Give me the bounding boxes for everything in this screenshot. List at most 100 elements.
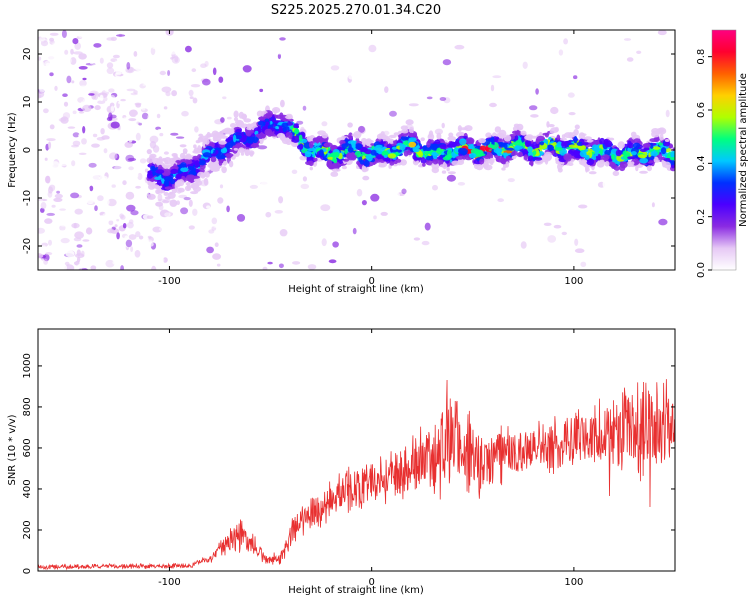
spectrogram-cell bbox=[192, 150, 202, 154]
spectrogram-cell bbox=[658, 218, 668, 226]
spectrogram-cell bbox=[363, 159, 370, 167]
spectrogram-cell bbox=[331, 168, 341, 172]
spectrogram-cell bbox=[648, 65, 653, 73]
spectrogram-cell bbox=[623, 38, 632, 41]
spectrogram-cell bbox=[529, 127, 533, 135]
spectrogram-cell bbox=[66, 37, 73, 43]
spectrogram-cell bbox=[242, 65, 252, 73]
spectrogram-cell bbox=[194, 161, 200, 168]
spectrogram-cell bbox=[282, 205, 291, 212]
spectrogram-cell bbox=[262, 266, 268, 270]
spectrogram-cell bbox=[321, 238, 327, 247]
spectrogram-cell bbox=[640, 148, 647, 152]
spectrogram-cell bbox=[557, 167, 563, 173]
spectrogram-cell bbox=[330, 65, 340, 71]
colorbar-ticks: 0.0 0.2 0.4 0.6 0.8 bbox=[696, 49, 712, 278]
snr-ytick-label: 0 bbox=[22, 568, 33, 574]
spectrogram-cell bbox=[38, 198, 48, 202]
spectrogram-cell bbox=[222, 160, 227, 166]
spectrogram-cell bbox=[183, 197, 191, 201]
spectrogram-cell bbox=[630, 161, 635, 165]
spectrogram-cell bbox=[489, 102, 497, 108]
spectrogram-cell bbox=[158, 226, 169, 232]
spectrogram-cell bbox=[43, 108, 49, 114]
spectrogram-cell bbox=[48, 90, 54, 99]
spectrogram-cell bbox=[672, 181, 675, 188]
spectrogram-cell bbox=[568, 144, 578, 148]
spectrogram-cell bbox=[323, 253, 331, 257]
spectrogram-cell bbox=[554, 147, 563, 151]
spectrogram-cell bbox=[636, 164, 643, 168]
spectrogram-cell bbox=[135, 231, 141, 238]
spectrogram-cell bbox=[432, 184, 438, 191]
spectrogram-cell bbox=[142, 77, 152, 86]
spectrogram-cell bbox=[627, 156, 636, 160]
spectrogram-cell bbox=[171, 56, 180, 64]
spectrogram-cell bbox=[309, 166, 313, 171]
spectrogram-cell bbox=[139, 126, 150, 133]
spectrogram-cell bbox=[72, 110, 77, 115]
spectrogram-cell bbox=[60, 129, 70, 133]
spectrogram-cell bbox=[490, 84, 495, 92]
spectrogram-cell bbox=[195, 140, 201, 144]
spectrogram-cell bbox=[485, 146, 490, 150]
spectrogram-cell bbox=[245, 143, 251, 148]
spectrogram-cell bbox=[245, 123, 253, 128]
spectrogram-cell bbox=[560, 137, 567, 141]
spectrogram-cell bbox=[608, 137, 615, 141]
spectrogram-cell bbox=[70, 192, 80, 199]
spectrogram-cell bbox=[558, 49, 564, 56]
spectrogram-cell bbox=[279, 37, 286, 41]
spectrogram-cell bbox=[274, 210, 283, 214]
spectrogram-cell bbox=[110, 58, 118, 62]
spectrogram-cell bbox=[54, 85, 58, 91]
spectrogram-cell bbox=[41, 246, 47, 251]
spectrogram-cell bbox=[539, 116, 546, 121]
spectrogram-cell bbox=[186, 174, 196, 181]
spectrogram-cell bbox=[169, 191, 173, 195]
spectrogram-cell bbox=[131, 171, 139, 179]
spectrogram-cell bbox=[72, 132, 80, 138]
spectrogram-cell bbox=[44, 157, 48, 161]
spectrogram-cell bbox=[507, 95, 513, 102]
spectrogram-cell bbox=[48, 186, 53, 194]
spectrogram-cell bbox=[107, 228, 115, 234]
spectrogram-cell bbox=[171, 165, 179, 170]
spectrogram-cell bbox=[132, 263, 140, 266]
spectrogram-cell bbox=[151, 265, 157, 270]
spectrogram-cell bbox=[264, 128, 273, 136]
spectrogram-cell bbox=[599, 137, 605, 145]
spectrogram-cell bbox=[103, 177, 111, 182]
spectrogram-cell bbox=[546, 121, 550, 128]
spectrogram-cell bbox=[449, 214, 459, 222]
spectrogram-cell bbox=[122, 223, 127, 229]
spectrogram-cell bbox=[135, 264, 144, 270]
spectrogram-cell bbox=[70, 48, 74, 55]
spectrogram-cell bbox=[539, 141, 545, 146]
spectrogram-cell bbox=[503, 134, 512, 142]
spectrogram-cell bbox=[485, 159, 495, 164]
spectrogram-cell bbox=[216, 88, 221, 95]
spectrogram-cell bbox=[265, 112, 272, 118]
spectrogram-cell bbox=[164, 186, 174, 190]
colorbar: 0.0 0.2 0.4 0.6 0.8 Normalized spectral ampl… bbox=[696, 29, 749, 278]
spectrogram-cell bbox=[442, 59, 452, 66]
spectrogram-cell bbox=[581, 142, 589, 146]
spectrogram-cell bbox=[532, 150, 537, 156]
spectrogram-cell bbox=[109, 102, 115, 108]
spectrogram-cell bbox=[586, 139, 594, 143]
spectrogram-cell bbox=[602, 180, 607, 188]
spectrogram-cell bbox=[481, 187, 491, 193]
spectrogram-cell bbox=[95, 119, 103, 128]
spectrogram-cell bbox=[312, 249, 321, 257]
spectrogram-cell bbox=[578, 132, 586, 140]
spectrogram-cell bbox=[664, 139, 670, 142]
spectrogram-ylabel: Frequency (Hz) bbox=[7, 112, 18, 188]
spectrogram-cell bbox=[240, 152, 245, 156]
spectrogram-cell bbox=[154, 81, 161, 87]
spectrogram-cell bbox=[321, 121, 328, 127]
spectrogram-cell bbox=[146, 232, 152, 237]
spectrogram-cell bbox=[285, 140, 292, 145]
spectrogram-cell bbox=[479, 158, 485, 165]
spectrogram-cell bbox=[588, 171, 597, 175]
